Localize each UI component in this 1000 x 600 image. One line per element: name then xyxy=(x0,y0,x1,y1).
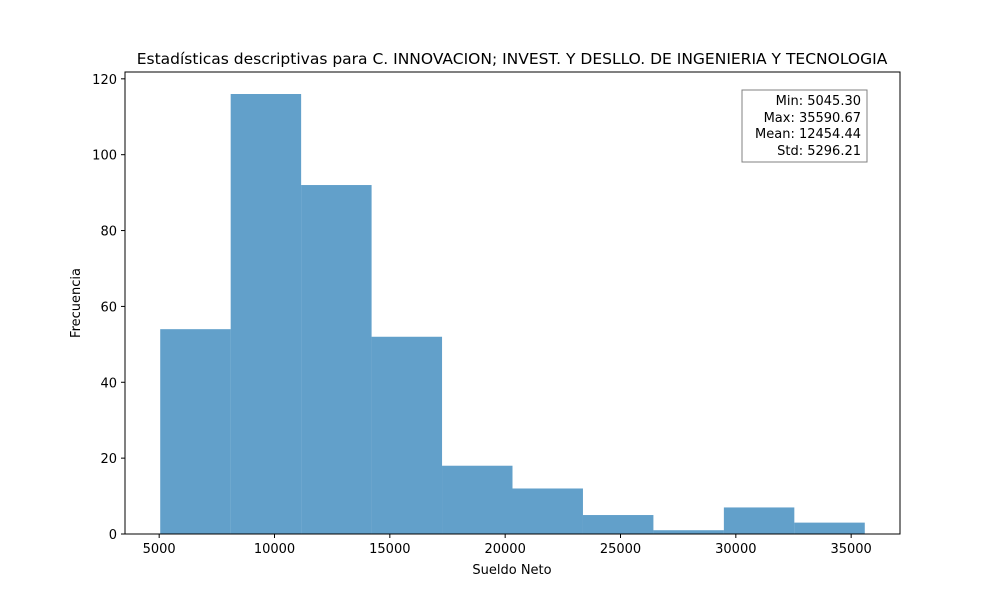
y-tick-label: 100 xyxy=(92,149,117,164)
y-tick-label: 0 xyxy=(109,528,117,543)
histogram-bar xyxy=(160,329,231,534)
x-axis: 5000 10000 15000 20000 25000 30000 35000 xyxy=(143,534,872,557)
y-tick-label: 120 xyxy=(92,73,117,88)
histogram-bar xyxy=(230,94,302,534)
chart-title: Estadísticas descriptivas para C. INNOVA… xyxy=(137,50,888,68)
histogram-bar xyxy=(723,507,795,534)
x-tick-label: 30000 xyxy=(715,542,756,557)
x-tick-label: 5000 xyxy=(143,542,176,557)
stats-box: Min: 5045.30 Max: 35590.67 Mean: 12454.4… xyxy=(741,89,868,163)
bars-group xyxy=(160,94,865,534)
stats-box-frame xyxy=(741,89,868,163)
histogram-bar xyxy=(582,515,654,534)
y-tick-label: 80 xyxy=(100,225,117,240)
stat-mean: Mean: 12454.44 xyxy=(755,127,861,142)
x-tick-label: 35000 xyxy=(830,542,871,557)
x-tick-label: 25000 xyxy=(600,542,641,557)
x-tick-label: 20000 xyxy=(484,542,525,557)
histogram-bar xyxy=(794,522,865,534)
histogram-bar xyxy=(512,488,583,534)
stat-std: Std: 5296.21 xyxy=(777,144,861,159)
y-tick-label: 20 xyxy=(100,452,117,467)
x-tick-label: 15000 xyxy=(369,542,410,557)
histogram-bar xyxy=(653,530,724,534)
y-axis-label: Frecuencia xyxy=(69,268,84,338)
x-axis-label: Sueldo Neto xyxy=(472,563,551,578)
histogram-bar xyxy=(301,185,372,534)
histogram-bar xyxy=(371,336,443,534)
plot-frame xyxy=(124,71,901,535)
y-axis: 0 20 40 60 80 100 120 xyxy=(92,73,125,543)
histogram-bar xyxy=(442,465,513,534)
stat-min: Min: 5045.30 xyxy=(776,94,861,109)
stat-max: Max: 35590.67 xyxy=(764,111,861,126)
y-tick-label: 40 xyxy=(100,376,117,391)
x-tick-label: 10000 xyxy=(254,542,295,557)
y-tick-label: 60 xyxy=(100,300,117,315)
